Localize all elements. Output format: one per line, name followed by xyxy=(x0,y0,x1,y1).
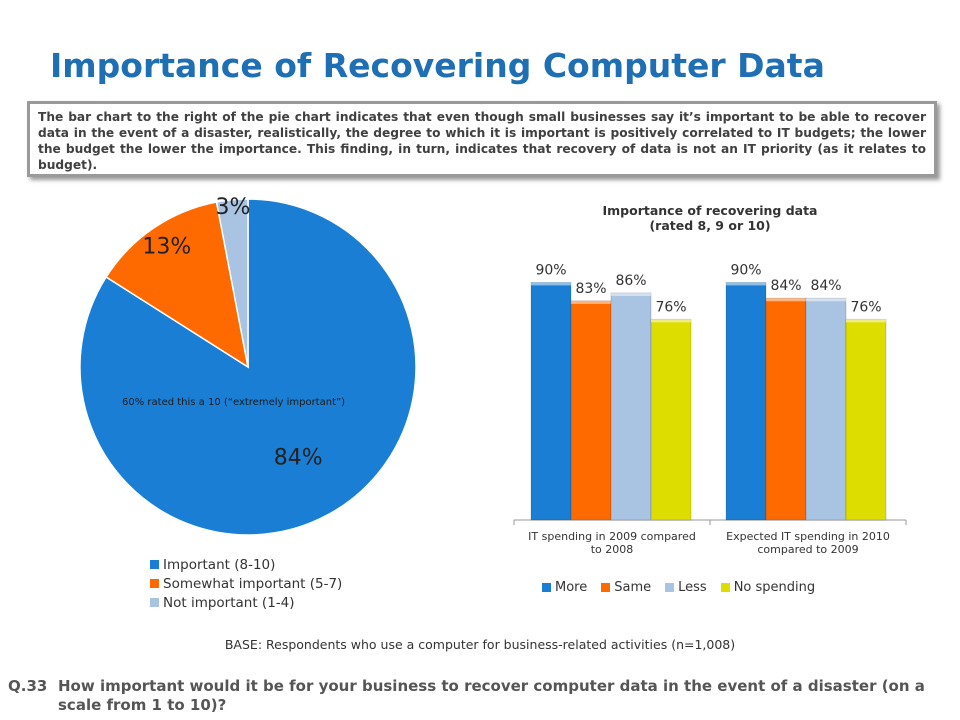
legend-item: No spending xyxy=(720,580,816,595)
bar-chart-title: Importance of recovering data (rated 8, … xyxy=(500,203,920,233)
question-number: Q.33 xyxy=(8,677,48,695)
bar-value-label: 76% xyxy=(655,299,686,315)
bar-highlight xyxy=(766,298,806,302)
legend-swatch xyxy=(720,583,730,592)
pie-legend: Important (8-10) Somewhat important (5-7)… xyxy=(150,555,342,612)
bar-value-label: 86% xyxy=(615,273,646,289)
bar-highlight xyxy=(611,292,651,296)
page-title: Importance of Recovering Computer Data xyxy=(50,46,825,85)
legend-label: Less xyxy=(678,580,707,595)
survey-question: Q.33 How important would it be for your … xyxy=(8,677,948,715)
summary-callout: The bar chart to the right of the pie ch… xyxy=(27,101,937,177)
legend-item: Less xyxy=(665,580,707,595)
category-label: Expected IT spending in 2010 compared to … xyxy=(726,530,890,556)
pie-slice xyxy=(215,198,249,368)
legend-item: Important (8-10) xyxy=(150,555,342,574)
bar xyxy=(610,292,652,521)
bar-value-label: 84% xyxy=(770,278,801,294)
legend-item: More xyxy=(542,580,587,595)
legend-label: Same xyxy=(614,580,652,595)
legend-swatch xyxy=(150,560,159,569)
bar xyxy=(845,318,887,521)
bar-chart-subtitle: (rated 8, 9 or 10) xyxy=(649,218,771,233)
legend-item: Somewhat important (5-7) xyxy=(150,574,342,593)
base-note: BASE: Respondents who use a computer for… xyxy=(224,637,736,652)
bar-highlight xyxy=(726,282,766,286)
bar-value-label: 84% xyxy=(810,278,841,294)
bar-chart-title-main: Importance of recovering data xyxy=(602,203,818,218)
bar-highlight xyxy=(571,300,611,304)
pie-annotation: 60% rated this a 10 (“extremely importan… xyxy=(122,397,346,408)
pie-value-label: 13% xyxy=(142,235,191,260)
bar-highlight xyxy=(846,319,886,323)
bar xyxy=(725,281,767,521)
bar-highlight xyxy=(531,282,571,286)
bar-chart: 90% 83% 86% 76% IT spending in 2009 compared… xyxy=(513,262,907,556)
legend-swatch xyxy=(665,583,675,592)
bar-value-label: 76% xyxy=(850,299,881,315)
bar-legend: More Same Less No spending xyxy=(542,580,815,595)
legend-swatch xyxy=(542,583,551,592)
bar xyxy=(530,281,572,521)
bar-value-label: 90% xyxy=(730,262,761,278)
legend-label: Important (8-10) xyxy=(163,556,276,573)
pie-value-label: 3% xyxy=(216,195,251,220)
pie-slice xyxy=(105,201,250,369)
pie-slice xyxy=(79,198,417,536)
legend-item: Same xyxy=(601,580,651,595)
pie-value-label: 84% xyxy=(274,445,323,470)
question-text: How important would it be for your busin… xyxy=(58,677,925,714)
bar-highlight xyxy=(806,298,846,302)
bar xyxy=(650,318,692,521)
legend-label: No spending xyxy=(733,580,816,595)
bar-value-label: 83% xyxy=(575,281,606,297)
bar xyxy=(805,297,847,521)
bar-highlight xyxy=(651,319,691,323)
bar xyxy=(765,297,807,521)
bar xyxy=(570,300,612,521)
category-label: IT spending in 2009 compared to 2008 xyxy=(528,530,696,556)
pie-chart: 84% 13% 3% xyxy=(79,195,417,536)
legend-swatch xyxy=(150,579,159,588)
legend-label: Not important (1-4) xyxy=(163,594,295,611)
legend-label: More xyxy=(555,580,588,595)
legend-swatch xyxy=(150,598,159,607)
bar-value-label: 90% xyxy=(535,262,566,278)
legend-label: Somewhat important (5-7) xyxy=(163,575,343,592)
legend-item: Not important (1-4) xyxy=(150,593,342,612)
legend-swatch xyxy=(601,583,611,592)
